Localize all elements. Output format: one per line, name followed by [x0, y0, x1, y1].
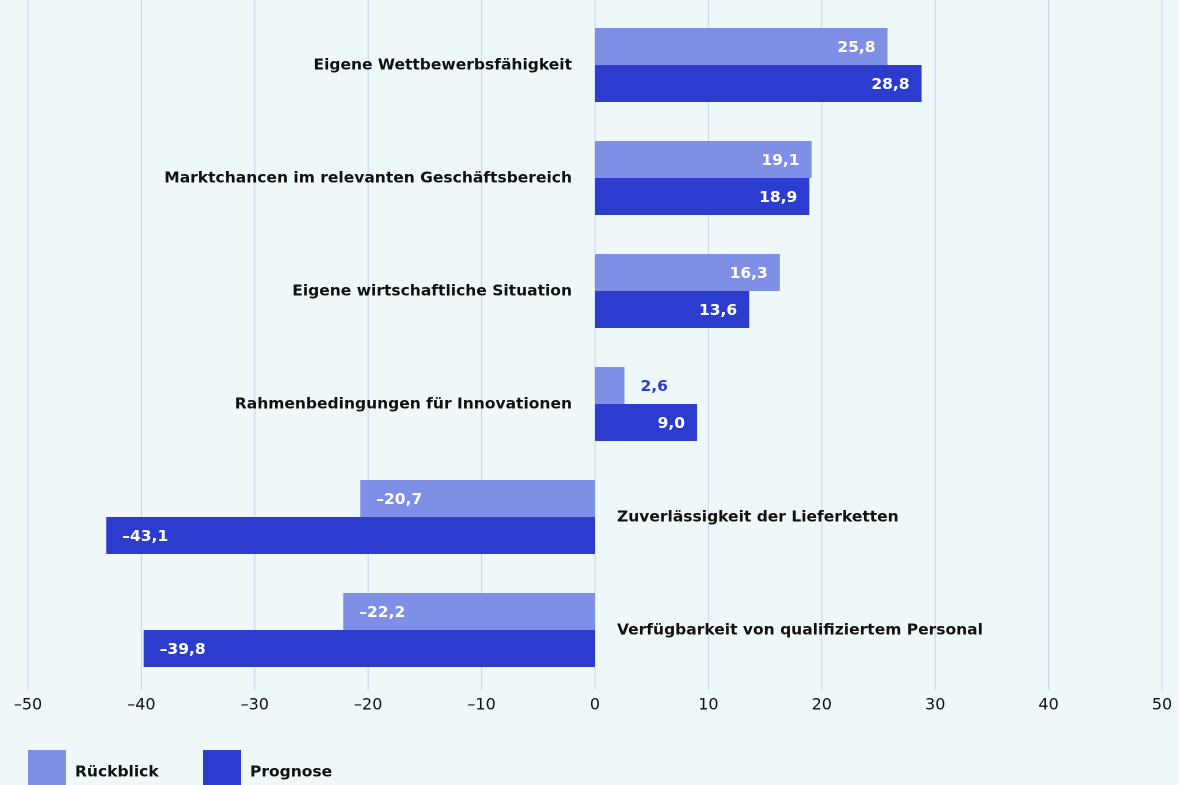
x-tick-label: 30	[925, 695, 945, 714]
category-label: Eigene wirtschaftliche Situation	[292, 282, 572, 300]
bar	[143, 630, 595, 667]
x-tick-label: 20	[812, 695, 832, 714]
bar	[360, 480, 595, 517]
data-label: 2,6	[640, 377, 667, 395]
legend-label: Rückblick	[75, 763, 159, 781]
data-label: –20,7	[376, 490, 422, 508]
bar	[595, 141, 812, 178]
x-tick-label: –20	[354, 695, 382, 714]
x-tick-label: –50	[14, 695, 42, 714]
bar	[343, 593, 595, 630]
x-tick-label: 0	[590, 695, 600, 714]
category-label: Eigene Wettbewerbsfähigkeit	[313, 56, 572, 74]
data-label: 16,3	[730, 264, 768, 282]
x-tick-label: –10	[467, 695, 495, 714]
data-label: –43,1	[122, 527, 168, 545]
bar	[595, 178, 810, 215]
data-label: 28,8	[871, 75, 909, 93]
category-label: Rahmenbedingungen für Innovationen	[235, 395, 572, 413]
bar	[595, 404, 698, 441]
data-label: 19,1	[761, 151, 799, 169]
bar	[106, 517, 595, 554]
bar	[595, 254, 780, 291]
category-label: Zuverlässigkeit der Lieferketten	[617, 508, 899, 526]
legend-swatch	[203, 750, 241, 785]
data-label: 9,0	[658, 414, 686, 432]
category-label: Marktchancen im relevanten Geschäftsbere…	[164, 169, 572, 187]
x-tick-label: 50	[1152, 695, 1172, 714]
category-label: Verfügbarkeit von qualifiziertem Persona…	[617, 621, 983, 639]
bar	[595, 367, 625, 404]
x-tick-label: 10	[698, 695, 718, 714]
x-tick-label: –40	[127, 695, 155, 714]
data-label: –39,8	[160, 640, 206, 658]
data-label: 13,6	[699, 301, 737, 319]
data-label: 18,9	[759, 188, 797, 206]
bar	[595, 291, 750, 328]
bar	[595, 65, 922, 102]
x-tick-label: 40	[1038, 695, 1058, 714]
x-tick-label: –30	[241, 695, 269, 714]
data-label: –22,2	[359, 603, 405, 621]
legend-label: Prognose	[250, 763, 332, 781]
bar	[595, 28, 888, 65]
data-label: 25,8	[837, 38, 875, 56]
legend-swatch	[28, 750, 66, 785]
